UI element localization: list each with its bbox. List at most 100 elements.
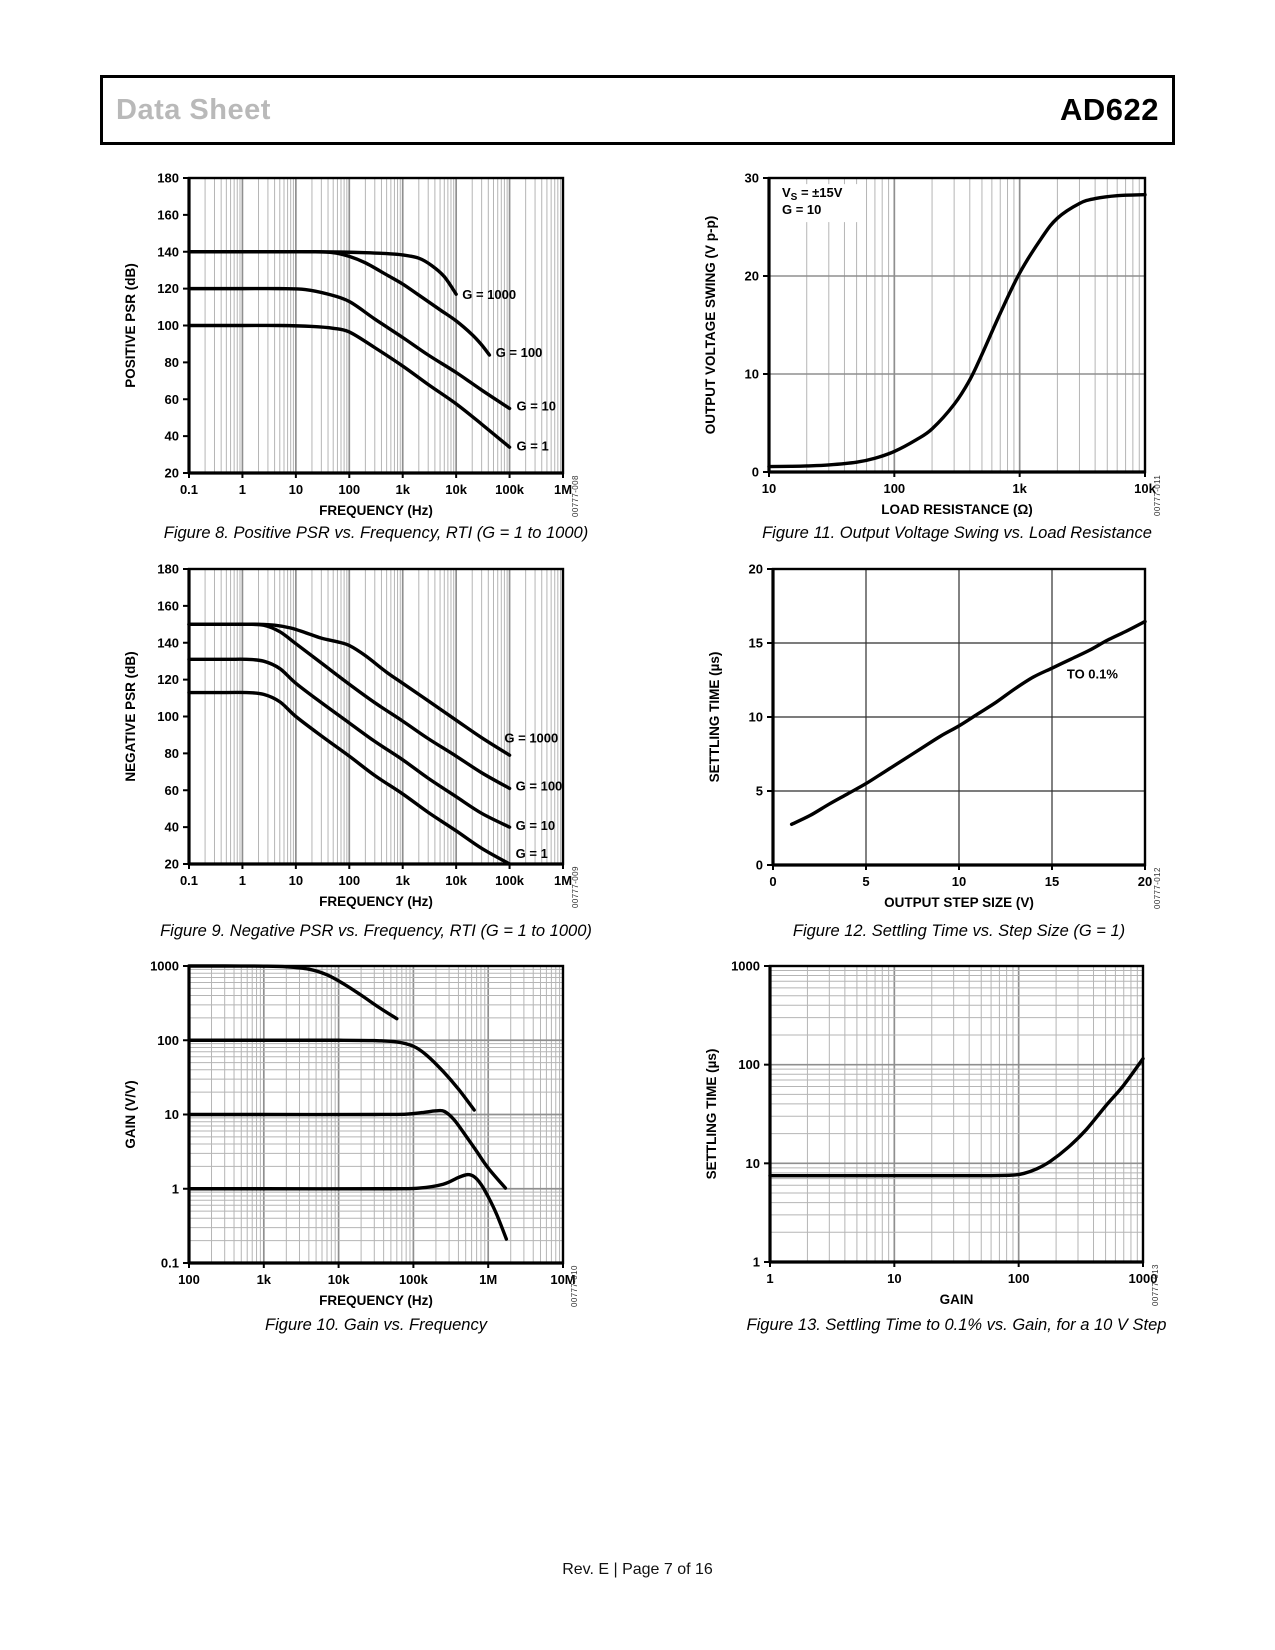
svg-text:100: 100 <box>883 481 905 496</box>
svg-text:40: 40 <box>165 429 179 444</box>
svg-text:OUTPUT VOLTAGE SWING (V p-p): OUTPUT VOLTAGE SWING (V p-p) <box>703 216 718 434</box>
svg-text:FREQUENCY (Hz): FREQUENCY (Hz) <box>319 894 433 909</box>
svg-text:160: 160 <box>157 207 179 222</box>
svg-text:0.1: 0.1 <box>161 1256 179 1271</box>
svg-text:1M: 1M <box>479 1272 497 1287</box>
svg-text:SETTLING TIME (µs): SETTLING TIME (µs) <box>707 652 722 783</box>
svg-text:0: 0 <box>769 874 776 889</box>
svg-text:0: 0 <box>752 465 759 480</box>
svg-text:1M: 1M <box>554 873 572 888</box>
figure-13-chart: 1 10 100 1000 1 10 100 1000 GAIN SETTLING TIME (µ… <box>704 959 1158 1308</box>
svg-text:SETTLING TIME (µs): SETTLING TIME (µs) <box>704 1049 719 1180</box>
svg-text:15: 15 <box>749 636 763 651</box>
svg-text:30: 30 <box>745 171 759 186</box>
svg-text:FREQUENCY (Hz): FREQUENCY (Hz) <box>319 1293 433 1308</box>
svg-text:OUTPUT STEP SIZE (V): OUTPUT STEP SIZE (V) <box>884 895 1034 910</box>
svg-text:G = 1000: G = 1000 <box>504 731 558 746</box>
figure-12-chart: 0 5 10 15 20 0 5 10 15 20 OUTPUT STEP SIZE (V) SETT… <box>707 562 1152 911</box>
svg-text:1M: 1M <box>554 482 572 497</box>
svg-text:20: 20 <box>165 466 179 481</box>
svg-text:100k: 100k <box>399 1272 429 1287</box>
svg-text:140: 140 <box>157 635 179 650</box>
svg-text:10k: 10k <box>445 482 467 497</box>
svg-text:120: 120 <box>157 281 179 296</box>
svg-text:10: 10 <box>289 482 303 497</box>
svg-text:10k: 10k <box>1134 481 1156 496</box>
svg-text:10: 10 <box>289 873 303 888</box>
svg-text:0.1: 0.1 <box>180 873 198 888</box>
svg-text:NEGATIVE PSR (dB): NEGATIVE PSR (dB) <box>123 651 138 781</box>
svg-text:1: 1 <box>753 1255 760 1270</box>
page-footer: Rev. E | Page 7 of 16 <box>562 1561 713 1578</box>
svg-text:1k: 1k <box>257 1272 272 1287</box>
svg-text:10M: 10M <box>550 1272 575 1287</box>
svg-text:180: 180 <box>157 562 179 577</box>
svg-text:80: 80 <box>165 746 179 761</box>
svg-text:1000: 1000 <box>150 959 179 974</box>
figure-13-code: 00777-013 <box>1151 1264 1160 1306</box>
svg-text:10: 10 <box>952 874 966 889</box>
svg-text:G = 1: G = 1 <box>516 846 548 861</box>
svg-text:140: 140 <box>157 244 179 259</box>
svg-text:0: 0 <box>756 858 763 873</box>
svg-text:10: 10 <box>165 1107 179 1122</box>
svg-text:120: 120 <box>157 672 179 687</box>
svg-text:5: 5 <box>756 784 763 799</box>
svg-text:VS​ = ±15V: VS​ = ±15V <box>782 185 843 203</box>
svg-text:20: 20 <box>745 269 759 284</box>
svg-text:LOAD RESISTANCE (Ω): LOAD RESISTANCE (Ω) <box>881 502 1033 517</box>
doc-type-label: Data Sheet <box>116 93 271 126</box>
svg-text:1000: 1000 <box>731 959 760 974</box>
svg-text:G = 10: G = 10 <box>517 399 556 414</box>
svg-text:10: 10 <box>762 481 776 496</box>
svg-text:15: 15 <box>1045 874 1059 889</box>
svg-text:100: 100 <box>157 709 179 724</box>
svg-text:100: 100 <box>738 1057 760 1072</box>
svg-text:1000: 1000 <box>1129 1271 1158 1286</box>
svg-text:G = 1000: G = 1000 <box>462 287 516 302</box>
figure-11-caption: Figure 11. Output Voltage Swing vs. Load… <box>762 524 1152 542</box>
svg-text:5: 5 <box>862 874 869 889</box>
svg-text:10: 10 <box>745 367 759 382</box>
svg-text:1k: 1k <box>395 873 410 888</box>
svg-text:60: 60 <box>165 783 179 798</box>
svg-text:1: 1 <box>239 482 246 497</box>
figure-13-caption: Figure 13. Settling Time to 0.1% vs. Gai… <box>746 1316 1167 1334</box>
svg-text:0.1: 0.1 <box>180 482 198 497</box>
svg-text:1: 1 <box>766 1271 773 1286</box>
svg-text:100: 100 <box>157 318 179 333</box>
part-number: AD622 <box>1060 92 1159 127</box>
svg-text:100: 100 <box>157 1033 179 1048</box>
svg-text:1: 1 <box>172 1181 179 1196</box>
svg-text:GAIN (V/V): GAIN (V/V) <box>123 1080 138 1148</box>
svg-text:1k: 1k <box>1012 481 1027 496</box>
figure-8-code: 00777-008 <box>571 475 580 517</box>
svg-text:100k: 100k <box>495 873 525 888</box>
figure-12-caption: Figure 12. Settling Time vs. Step Size (… <box>792 922 1126 940</box>
svg-text:10: 10 <box>887 1271 901 1286</box>
svg-text:GAIN: GAIN <box>940 1292 974 1307</box>
header-box: Data Sheet AD622 <box>100 75 1175 145</box>
svg-text:40: 40 <box>165 820 179 835</box>
svg-text:10: 10 <box>749 710 763 725</box>
svg-text:20: 20 <box>1138 874 1152 889</box>
svg-text:G = 100: G = 100 <box>516 779 563 794</box>
svg-text:100: 100 <box>338 873 360 888</box>
figure-8-chart: 20 40 60 80 100 120 140 160 180 0.1 1 10 100 1k 10k 100… <box>123 171 572 519</box>
svg-text:100: 100 <box>338 482 360 497</box>
figure-10-chart: 0.1 1 10 100 1000 100 1k 10k 100k 1M 10M FREQUENCY … <box>123 959 576 1309</box>
svg-text:10k: 10k <box>328 1272 350 1287</box>
svg-text:100: 100 <box>1008 1271 1030 1286</box>
figure-9-caption: Figure 9. Negative PSR vs. Frequency, RT… <box>160 922 592 940</box>
svg-text:G = 1: G = 1 <box>517 438 549 453</box>
figure-12-code: 00777-012 <box>1153 867 1162 909</box>
svg-text:20: 20 <box>749 562 763 577</box>
figure-8-caption: Figure 8. Positive PSR vs. Frequency, RT… <box>163 524 589 542</box>
svg-text:FREQUENCY (Hz): FREQUENCY (Hz) <box>319 503 433 518</box>
svg-text:100: 100 <box>178 1272 200 1287</box>
figure-10-caption: Figure 10. Gain vs. Frequency <box>265 1316 487 1334</box>
svg-text:180: 180 <box>157 171 179 186</box>
svg-text:160: 160 <box>157 598 179 613</box>
